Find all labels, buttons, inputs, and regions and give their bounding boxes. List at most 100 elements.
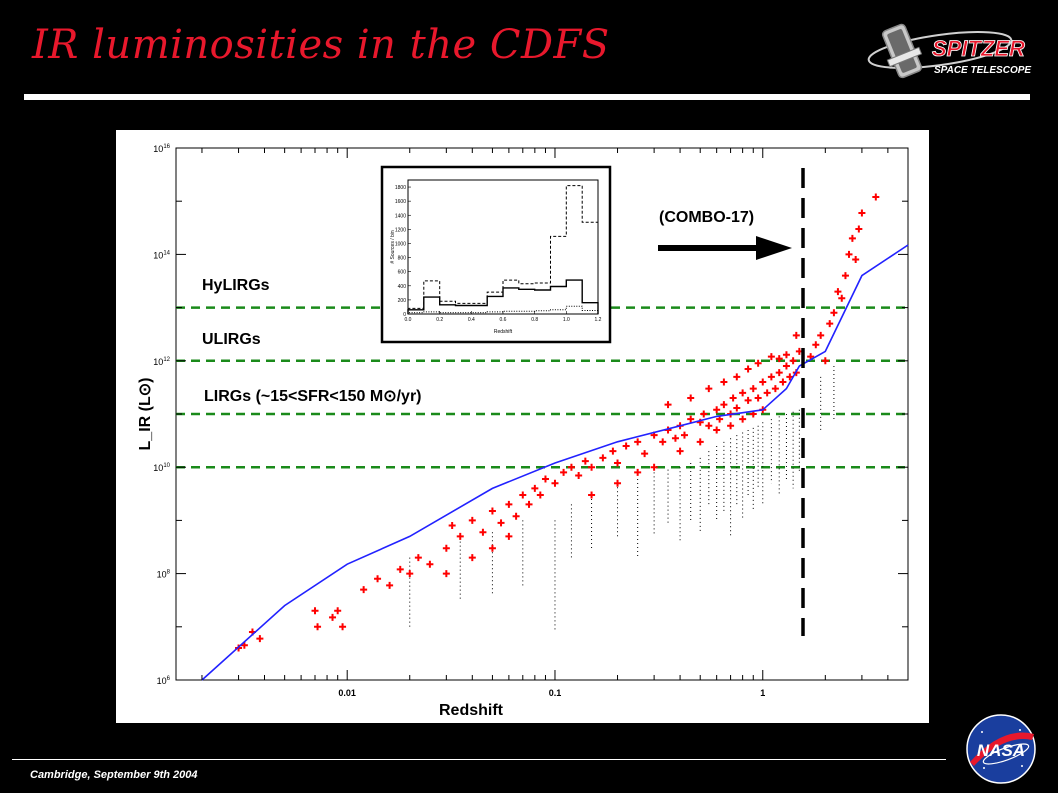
source-point	[852, 256, 860, 264]
source-point	[488, 544, 496, 552]
source-point	[650, 463, 658, 471]
source-point	[599, 454, 607, 462]
spitzer-logo: SPITZER SPACE TELESCOPE	[867, 23, 1031, 79]
source-point	[739, 389, 747, 397]
source-point	[713, 426, 721, 434]
source-point	[588, 463, 596, 471]
inset-axes: 0.0 0.2 0.4 0.6 0.8 1.0 1.2 0 200 400 600 800 1000 12…	[395, 185, 602, 323]
y-tick-label: 1016	[153, 144, 170, 154]
inset-x-tick-label: 0.6	[500, 317, 507, 323]
source-point	[386, 581, 394, 589]
inset-y-tick-label: 600	[398, 270, 407, 276]
x-tick-label: 0.1	[549, 688, 562, 698]
inset-histogram-plot: 0.0 0.2 0.4 0.6 0.8 1.0 1.2 0 200 400 600 800 1000 12…	[390, 179, 602, 335]
ulirgs-label: ULIRGs	[202, 331, 261, 348]
source-point	[687, 394, 695, 402]
source-point	[841, 272, 849, 280]
chart-panel: 106 108 1010 1012 1014 1016 0.01 0.1 1 HyLIRGs U…	[116, 130, 929, 723]
y-tick-label: 1014	[153, 250, 170, 260]
source-point	[256, 635, 264, 643]
source-point	[739, 415, 747, 423]
source-point	[713, 406, 721, 414]
source-point	[754, 394, 762, 402]
source-point	[700, 410, 708, 418]
source-point	[525, 500, 533, 508]
spitzer-wordmark: SPITZER	[932, 36, 1025, 61]
source-point	[727, 422, 735, 430]
title-rule	[24, 94, 1030, 100]
source-point	[676, 447, 684, 455]
source-point	[664, 401, 672, 409]
source-point	[531, 484, 539, 492]
source-point	[497, 519, 505, 527]
source-point	[360, 586, 368, 594]
source-point	[634, 468, 642, 476]
source-point	[659, 438, 667, 446]
source-point	[792, 331, 800, 339]
source-point	[512, 512, 520, 520]
source-point	[339, 623, 347, 631]
source-point	[858, 209, 866, 217]
y-tick-label: 1010	[153, 463, 170, 473]
combo17-arrow	[658, 236, 792, 260]
source-point	[872, 193, 880, 201]
source-point	[536, 491, 544, 499]
spitzer-subline: SPACE TELESCOPE	[934, 65, 1031, 76]
inset-histogram-series	[407, 185, 599, 314]
source-point	[406, 570, 414, 578]
detected-sources	[235, 193, 880, 652]
source-point	[575, 471, 583, 479]
source-point	[754, 359, 762, 367]
source-point	[414, 554, 422, 562]
source-point	[767, 353, 775, 361]
source-point	[426, 560, 434, 568]
source-point	[581, 457, 589, 465]
inset-x-tick-label: 1.2	[595, 317, 602, 323]
source-point	[468, 516, 476, 524]
source-point	[479, 528, 487, 536]
source-point	[488, 507, 496, 515]
inset-y-tick-label: 400	[398, 284, 407, 290]
source-point	[314, 623, 322, 631]
source-point	[442, 544, 450, 552]
source-point	[311, 607, 319, 615]
nasa-logo: NASA	[966, 714, 1036, 784]
source-point	[812, 341, 820, 349]
source-point	[634, 438, 642, 446]
source-point	[763, 389, 771, 397]
inset-x-label: Redshift	[494, 329, 513, 335]
source-point	[641, 450, 649, 458]
source-point	[767, 373, 775, 381]
inset-y-tick-label: 1200	[395, 227, 406, 233]
inset-x-tick-label: 0.0	[405, 317, 412, 323]
source-point	[720, 378, 728, 386]
combo17-label: (COMBO-17)	[659, 209, 754, 226]
source-point	[622, 442, 630, 450]
median-curve	[201, 244, 909, 681]
inset-histogram-dotted	[407, 305, 599, 314]
source-point	[705, 385, 713, 393]
source-point	[782, 362, 790, 370]
source-point	[505, 500, 513, 508]
inset-x-tick-label: 0.8	[531, 317, 538, 323]
y-tick-label: 108	[157, 570, 171, 580]
source-point	[749, 385, 757, 393]
footer-rule	[12, 759, 946, 760]
source-point	[830, 309, 838, 317]
luminosity-redshift-plot: 106 108 1010 1012 1014 1016 0.01 0.1 1 HyLIRGs U…	[137, 144, 909, 719]
y-tick-label: 1012	[153, 357, 170, 367]
source-point	[396, 565, 404, 573]
source-point	[729, 394, 737, 402]
x-tick-label: 1	[760, 688, 765, 698]
inset-histogram-solid	[407, 279, 599, 314]
source-point	[720, 401, 728, 409]
inset-y-tick-label: 200	[398, 298, 407, 304]
source-point	[240, 641, 248, 649]
source-point	[696, 438, 704, 446]
source-point	[614, 459, 622, 467]
x-tick-label: 0.01	[338, 688, 356, 698]
y-tick-label: 106	[157, 676, 171, 686]
source-point	[817, 331, 825, 339]
source-point	[845, 250, 853, 258]
source-point	[468, 554, 476, 562]
